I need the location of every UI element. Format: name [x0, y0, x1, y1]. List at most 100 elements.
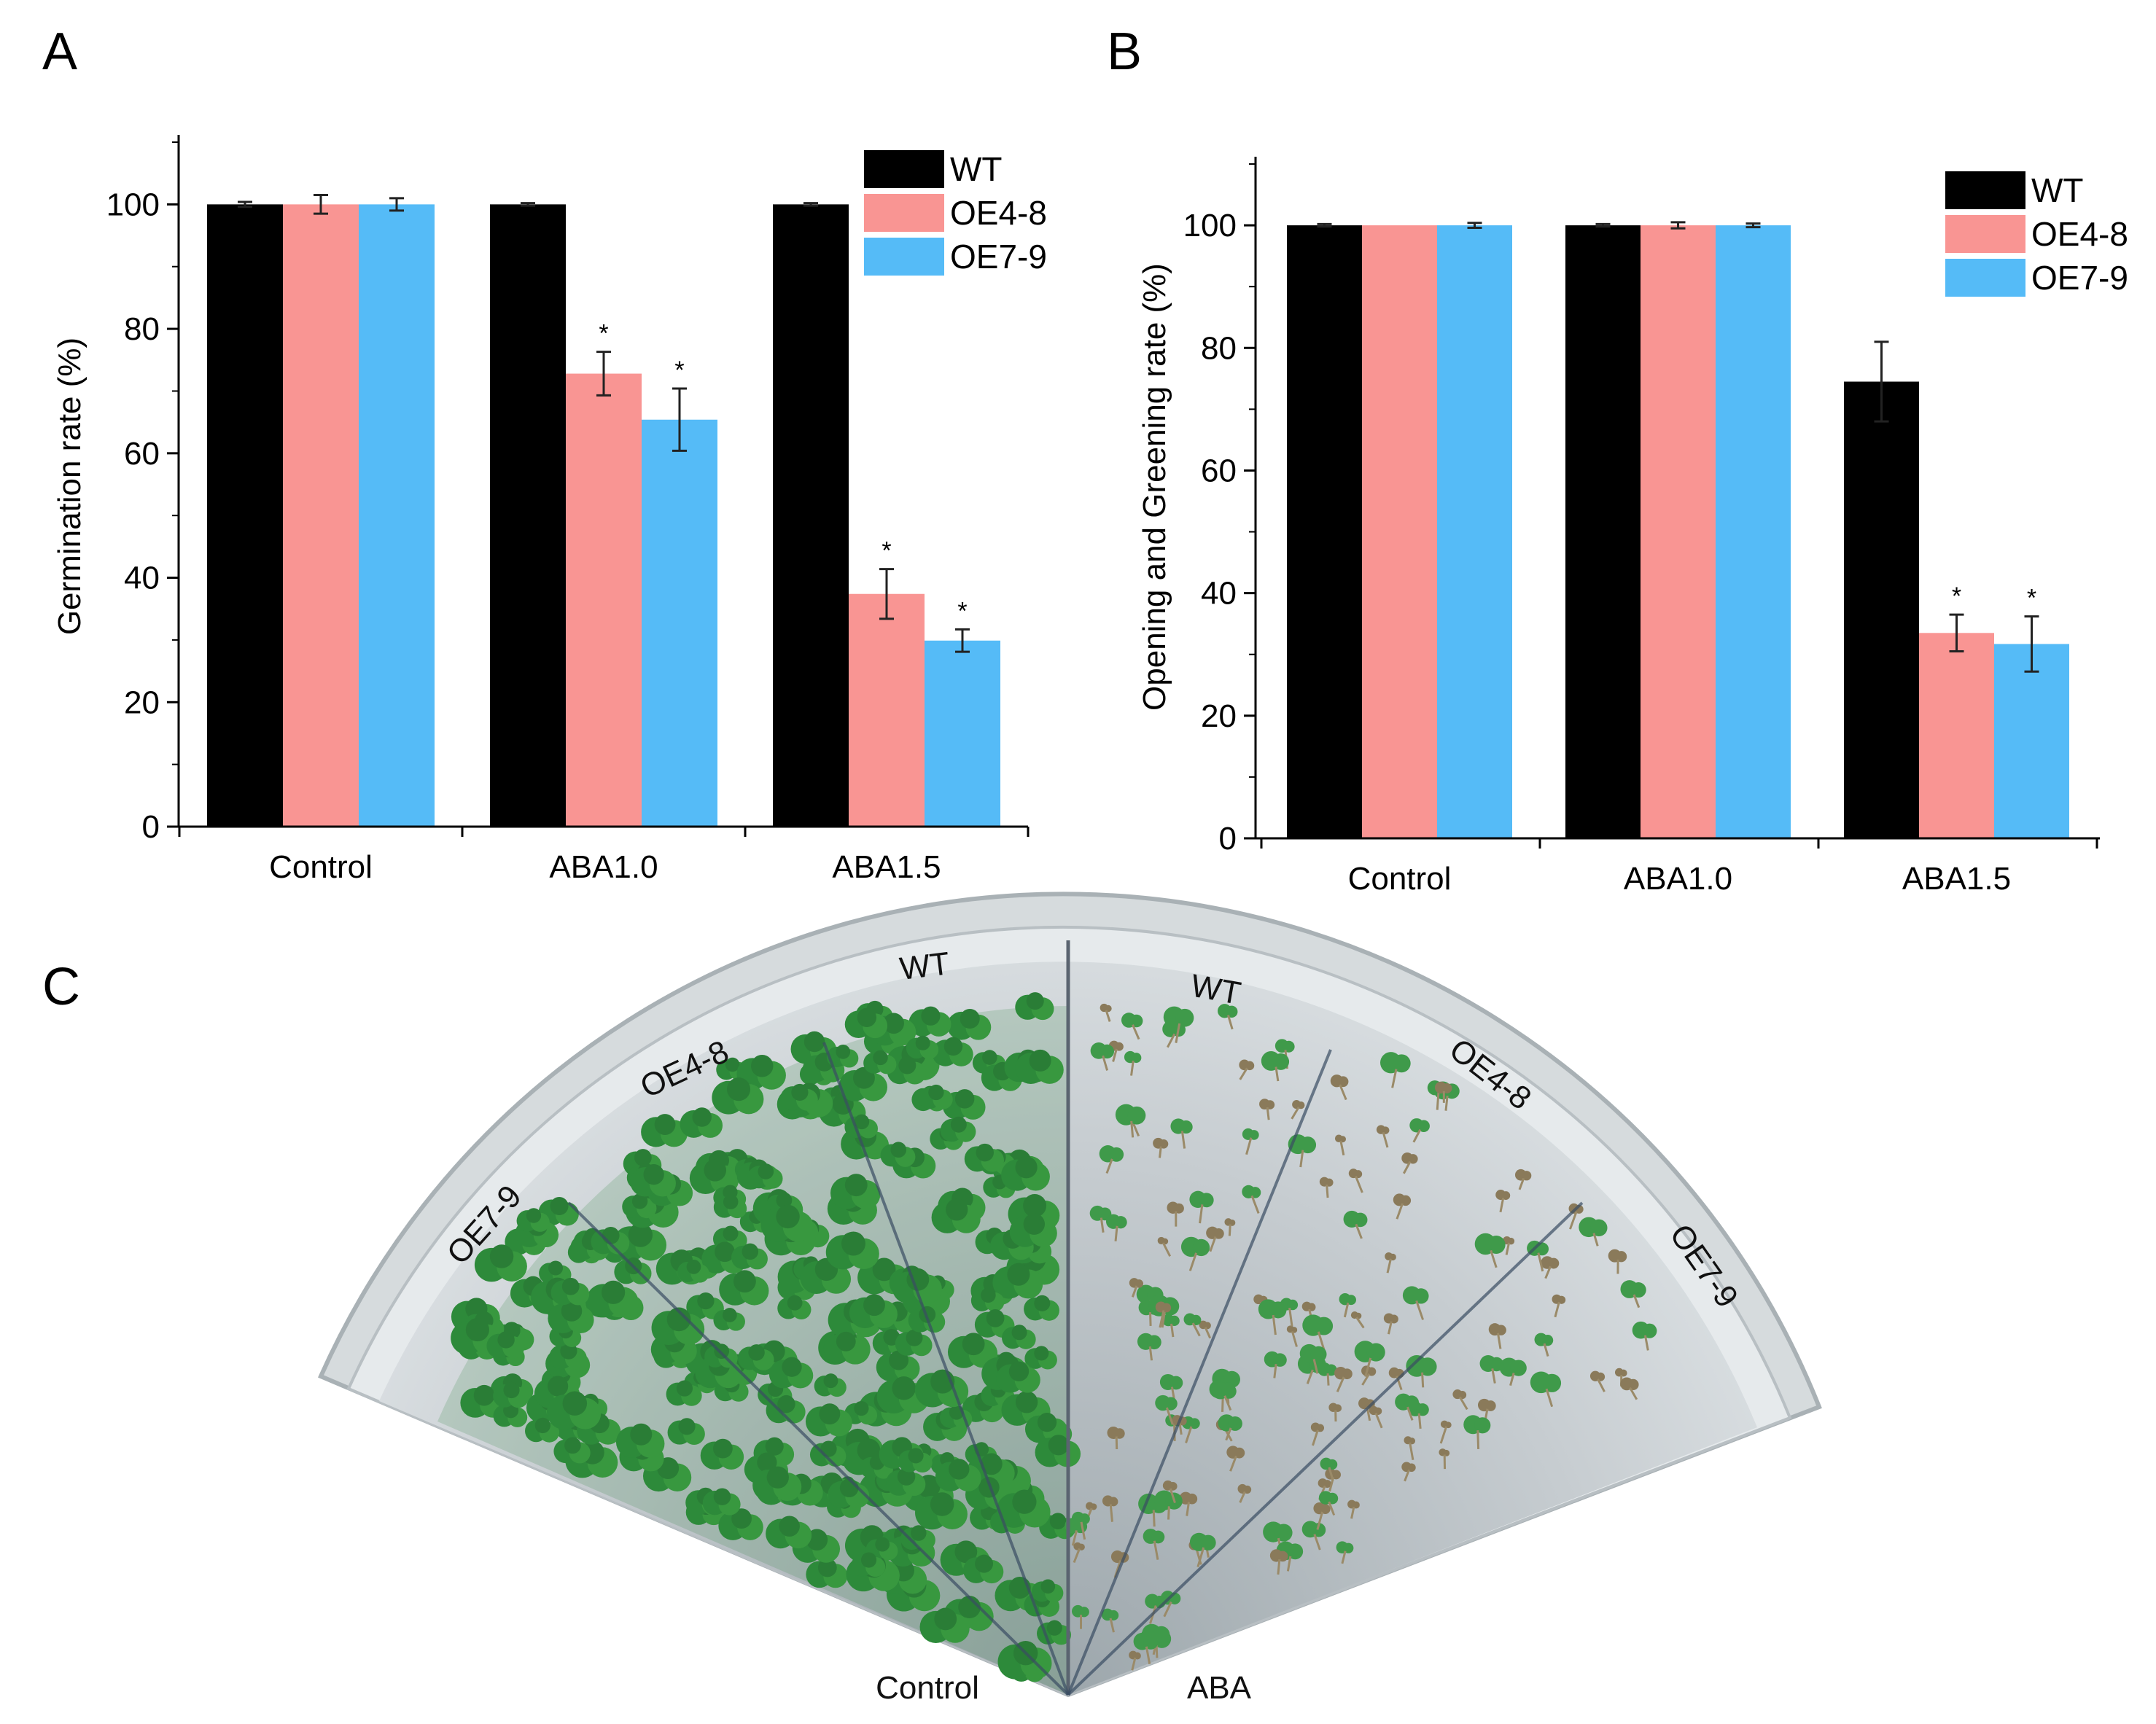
control-seedling — [780, 1083, 818, 1111]
control-seedling — [876, 1350, 920, 1381]
aba-seedling — [1129, 1650, 1141, 1671]
aba-seedling — [1143, 1529, 1165, 1560]
chart-b-y-tick-label: 100 — [1183, 208, 1237, 243]
aba-seedling — [1263, 1521, 1293, 1555]
chart-a-error-bar-oe4-8-control — [314, 194, 328, 215]
control-seedling — [1031, 1579, 1064, 1602]
chart-b-error-bar-oe7-9-aba1.0 — [1746, 222, 1761, 229]
aba-seedling — [1161, 1314, 1180, 1338]
chart-b-legend-swatch-wt — [1945, 171, 2025, 209]
aba-seedling — [1137, 1333, 1161, 1361]
control-seedling — [630, 1164, 676, 1197]
chart-a-legend-label-wt: WT — [950, 150, 1003, 188]
aba-seedling — [1334, 1367, 1353, 1392]
aba-seedling — [1395, 1393, 1420, 1421]
chart-a-y-tick-label: 100 — [106, 187, 160, 222]
chart-b-bar-wt-aba1.5 — [1844, 381, 1919, 838]
chart-b-y-tick-label: 60 — [1201, 453, 1237, 488]
control-seedling — [963, 1554, 1004, 1584]
aba-seedling — [1206, 1226, 1224, 1252]
aba-seedling — [1404, 1436, 1416, 1460]
panel-letter-b: B — [1107, 23, 1142, 81]
control-seedling — [947, 1008, 992, 1040]
aba-seedling — [1167, 1201, 1184, 1227]
control-seedling — [719, 1270, 769, 1306]
chart-a-significance-oe7-9-aba1.0: * — [674, 356, 684, 384]
chart-a-error-bar-oe7-9-aba1.5 — [955, 628, 970, 653]
control-divider-1 — [822, 1042, 1070, 1696]
control-seedling — [516, 1208, 550, 1232]
aba-seedling — [1383, 1313, 1398, 1335]
control-seedling — [591, 1227, 630, 1255]
chart-b-error-bar-wt-aba1.5 — [1874, 340, 1889, 423]
aba-seedling — [1463, 1415, 1491, 1450]
aba-seedling — [1319, 1177, 1334, 1198]
aba-seedling — [1099, 1145, 1124, 1174]
aba-seedling — [1343, 1210, 1368, 1239]
control-seedling — [805, 1403, 852, 1437]
aba-seedling — [1620, 1280, 1646, 1308]
chart-b-category-label: ABA1.0 — [1624, 861, 1732, 897]
control-seedling — [886, 1467, 926, 1497]
control-seedling — [806, 1558, 848, 1588]
aba-seedling — [1189, 1532, 1216, 1567]
caption-control: Control — [876, 1670, 979, 1706]
aba-seedling — [1339, 1292, 1356, 1318]
control-seedling — [553, 1437, 591, 1464]
control-seedling — [1015, 992, 1054, 1021]
aba-seedling — [1163, 1006, 1194, 1043]
control-seedling — [900, 1525, 935, 1551]
control-seedling — [615, 1423, 665, 1458]
aba-seedling — [1129, 1278, 1144, 1298]
chart-a-legend-swatch-wt — [864, 150, 944, 188]
control-seedling — [700, 1438, 744, 1470]
control-seedling — [586, 1280, 639, 1318]
control-seedling — [914, 1369, 969, 1408]
petri-dish-photo: WT OE4-8 OE7-9 WT OE4-8 OE7-9 Control AB… — [318, 892, 1822, 1706]
aba-seedling — [1632, 1321, 1657, 1351]
aba-seedling — [1291, 1100, 1305, 1120]
aba-seedling — [1495, 1190, 1511, 1213]
control-seedling — [547, 1391, 602, 1430]
aba-seedling — [1286, 1325, 1298, 1347]
aba-seedling — [1071, 1604, 1089, 1629]
control-seedling — [713, 1308, 745, 1331]
control-seedling — [712, 1077, 764, 1115]
aba-seedling — [1318, 1491, 1339, 1516]
aba-seedling — [1514, 1169, 1532, 1190]
aba-seedling — [1376, 1125, 1390, 1148]
aba-seedling — [1406, 1355, 1437, 1388]
control-seedling — [474, 1244, 527, 1282]
control-seedling — [940, 1116, 976, 1142]
caption-aba: ABA — [1187, 1670, 1252, 1706]
chart-a-error-bar-wt-aba1.5 — [803, 202, 818, 207]
aba-seedling — [1180, 1236, 1210, 1271]
chart-a-category-label: Control — [269, 849, 373, 885]
control-seedling — [826, 1045, 859, 1068]
aba-seedling — [1259, 1099, 1275, 1120]
control-seedling — [1024, 1346, 1057, 1370]
aba-seedling — [1393, 1193, 1412, 1220]
aba-seedling — [1301, 1521, 1326, 1551]
chart-b-y-tick-label: 20 — [1201, 698, 1237, 734]
aba-seedling — [1269, 1549, 1288, 1575]
chart-a-y-tick-label: 60 — [124, 436, 160, 472]
aba-seedling — [1310, 1422, 1325, 1446]
aba-seedling — [1330, 1074, 1349, 1101]
chart-b-bar-oe4-8-aba1.5 — [1919, 633, 1994, 838]
control-seedling — [702, 1488, 741, 1516]
aba-seedling — [1105, 1214, 1127, 1241]
control-seedling — [940, 1405, 973, 1429]
aba-seedling — [1402, 1286, 1429, 1320]
control-seedling — [908, 1006, 951, 1037]
chart-a-y-tick-label: 0 — [142, 809, 160, 845]
control-seedling — [851, 1552, 886, 1577]
chart-b-bar-oe7-9-aba1.5 — [1994, 644, 2069, 838]
chart-b-bar-wt-aba1.0 — [1565, 225, 1641, 838]
control-seedling — [880, 1142, 916, 1167]
control-seedling — [825, 1231, 879, 1270]
aba-seedling — [1162, 1480, 1178, 1504]
chart-a-error-bar-oe4-8-aba1.5 — [879, 568, 894, 620]
chart-b-legend-label-wt: WT — [2031, 171, 2084, 209]
